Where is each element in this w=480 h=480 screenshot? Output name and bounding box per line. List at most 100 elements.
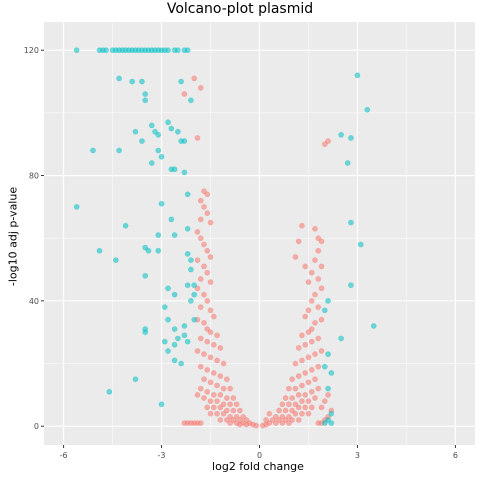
data-point: [295, 404, 302, 411]
data-point: [328, 370, 335, 376]
data-point: [302, 313, 309, 320]
data-point: [158, 200, 165, 207]
data-point: [204, 297, 211, 304]
data-point: [318, 285, 325, 292]
data-point: [171, 357, 178, 364]
data-point: [214, 332, 220, 339]
data-point: [292, 385, 299, 392]
data-point: [188, 266, 194, 273]
data-point: [308, 338, 315, 345]
data-point: [321, 420, 328, 426]
data-point: [233, 401, 240, 408]
data-point: [145, 247, 152, 254]
data-point: [315, 247, 322, 254]
data-point: [230, 417, 237, 423]
data-point: [214, 382, 220, 389]
data-point: [106, 388, 113, 395]
data-point: [302, 263, 309, 270]
data-point: [220, 360, 227, 367]
data-point: [194, 229, 201, 235]
data-point: [191, 282, 198, 289]
data-point: [132, 128, 139, 135]
data-point: [197, 216, 204, 223]
data-point: [272, 420, 279, 426]
data-point: [90, 147, 96, 154]
data-point: [305, 379, 312, 386]
data-point: [188, 257, 194, 264]
data-point: [207, 398, 214, 405]
x-tick-label: 0: [257, 451, 262, 460]
data-point: [305, 279, 312, 285]
x-axis-label: log2 fold change: [212, 460, 304, 473]
data-point: [204, 247, 211, 254]
data-point: [207, 279, 214, 285]
data-point: [204, 326, 211, 332]
data-point: [201, 263, 207, 270]
data-point: [158, 153, 165, 160]
data-point: [308, 366, 315, 373]
y-tick-label: 0: [34, 422, 39, 431]
data-point: [191, 291, 198, 298]
data-point: [148, 160, 155, 166]
data-point: [148, 122, 155, 129]
data-point: [312, 225, 318, 232]
data-point: [214, 410, 220, 417]
data-point: [178, 78, 185, 85]
data-point: [299, 410, 305, 417]
data-point: [328, 420, 335, 426]
data-point: [237, 407, 243, 414]
data-point: [292, 401, 299, 408]
data-point: [142, 97, 149, 104]
data-point: [171, 291, 178, 298]
data-point: [276, 407, 282, 414]
x-tick-label: -6: [60, 451, 68, 460]
data-point: [184, 225, 191, 232]
chart-title: Volcano-plot plasmid: [166, 1, 314, 17]
data-point: [191, 75, 198, 82]
data-point: [197, 363, 204, 370]
data-point: [312, 291, 318, 298]
data-point: [312, 376, 318, 383]
data-point: [210, 404, 217, 411]
data-point: [325, 417, 331, 423]
data-point: [201, 241, 207, 248]
data-point: [207, 354, 214, 361]
data-point: [289, 395, 296, 401]
y-axis-label: -log10 adj p-value: [6, 186, 20, 287]
data-point: [315, 304, 322, 311]
data-point: [207, 410, 214, 417]
data-point: [302, 404, 309, 411]
data-point: [142, 91, 149, 97]
data-point: [139, 138, 145, 144]
data-point: [321, 141, 328, 148]
data-point: [194, 135, 201, 141]
data-point: [197, 304, 204, 311]
data-point: [285, 413, 292, 420]
data-point: [321, 398, 328, 405]
data-point: [266, 410, 273, 417]
data-point: [227, 385, 234, 392]
data-point: [165, 47, 171, 54]
data-point: [312, 351, 318, 358]
data-point: [285, 420, 292, 426]
data-point: [325, 297, 331, 304]
data-point: [155, 147, 162, 154]
data-point: [201, 395, 207, 401]
data-point: [370, 323, 377, 329]
data-point: [299, 398, 305, 405]
data-point: [171, 341, 178, 348]
data-point: [165, 119, 171, 126]
data-point: [188, 297, 194, 304]
data-point: [194, 257, 201, 264]
data-point: [191, 316, 198, 323]
data-point: [184, 338, 191, 345]
x-tick-label: 3: [355, 451, 360, 460]
data-point: [279, 413, 286, 420]
data-point: [315, 385, 322, 392]
y-tick-label: 80: [29, 172, 39, 181]
x-tick-label: 6: [453, 451, 458, 460]
data-point: [295, 238, 302, 245]
data-point: [96, 247, 103, 254]
data-point: [305, 307, 312, 314]
